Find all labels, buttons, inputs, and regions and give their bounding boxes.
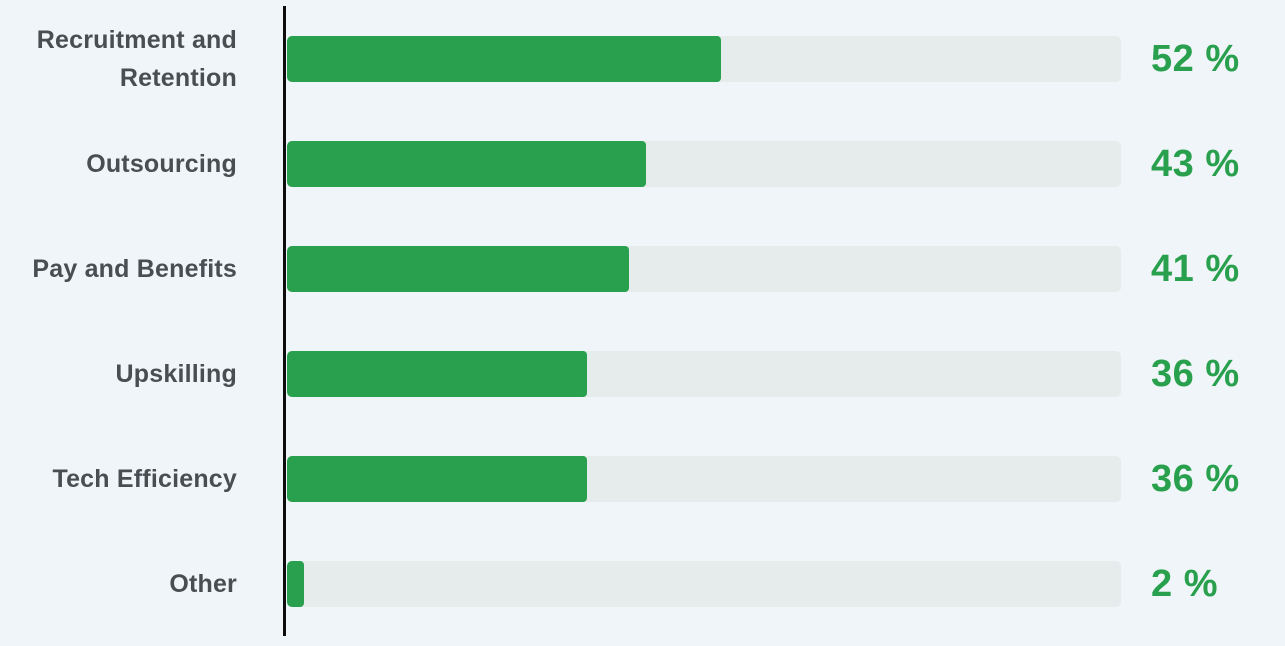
category-label: Other (169, 570, 237, 598)
value-label: 52 % (1151, 37, 1240, 80)
category-label: Pay and Benefits (32, 255, 237, 283)
bar-track (287, 246, 1121, 292)
bar (287, 246, 629, 292)
value-label: 36 % (1151, 352, 1240, 395)
value-label: 2 % (1151, 562, 1218, 605)
category-label: Upskilling (115, 360, 237, 388)
bar (287, 141, 646, 187)
value-label: 41 % (1151, 247, 1240, 290)
bar-track (287, 561, 1121, 607)
bar-track (287, 456, 1121, 502)
bar-track (287, 36, 1121, 82)
bar-row: Outsourcing 43 % (0, 141, 1285, 187)
bar (287, 351, 588, 397)
bar (287, 36, 721, 82)
bar-track (287, 141, 1121, 187)
bar-row: Upskilling 36 % (0, 351, 1285, 397)
y-axis-line (283, 6, 286, 636)
bar-row: Pay and Benefits 41 % (0, 246, 1285, 292)
bar-row: Recruitment and Retention 52 % (0, 26, 1285, 92)
bar-track (287, 351, 1121, 397)
bar-row: Other 2 % (0, 561, 1285, 607)
category-label: Outsourcing (86, 150, 237, 178)
value-label: 43 % (1151, 142, 1240, 185)
value-label: 36 % (1151, 457, 1240, 500)
bar (287, 561, 304, 607)
bar (287, 456, 588, 502)
category-label: Tech Efficiency (52, 465, 237, 493)
category-label: Recruitment and Retention (36, 26, 237, 92)
bar-row: Tech Efficiency 36 % (0, 456, 1285, 502)
